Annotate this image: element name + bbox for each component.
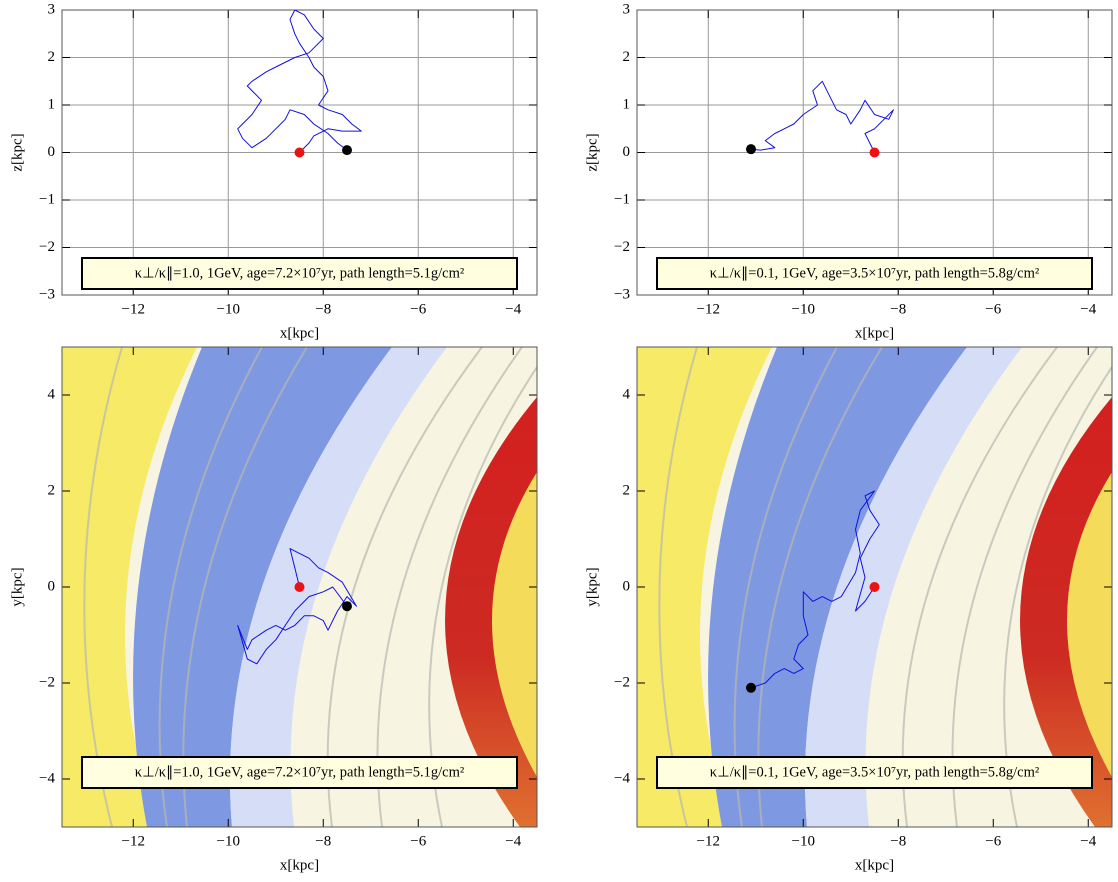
y-tick-label: 2 [623, 49, 631, 65]
annotation-text: κ⊥/κ∥=0.1, 1GeV, age=3.5×10⁷yr, path len… [710, 764, 1040, 780]
annotation-box [81, 257, 518, 290]
x-tick-label: −12 [697, 301, 720, 317]
y-tick-label: −2 [614, 239, 630, 255]
plot-frame [61, 9, 538, 296]
x-axis-label: x[kpc] [855, 857, 894, 873]
position-marker [746, 682, 756, 693]
y-tick-label: −3 [39, 286, 55, 302]
panel: −12 −10 −8 −6 −4 −4 −2 0 2 4 x[kpc] y[kpc] κ⊥/κ∥=1.0… [9, 346, 538, 873]
trajectory [237, 10, 362, 153]
annotation-text: κ⊥/κ∥=0.1, 1GeV, age=3.5×10⁷yr, path len… [710, 265, 1040, 281]
x-tick-label: −6 [985, 833, 1001, 849]
plot-frame [636, 9, 1113, 296]
x-tick-label: −4 [505, 301, 521, 317]
x-tick-label: −10 [217, 301, 240, 317]
position-marker [342, 601, 352, 612]
x-axis-label: x[kpc] [280, 857, 319, 873]
y-tick-label: −3 [614, 286, 630, 302]
y-tick-label: 0 [48, 144, 56, 160]
y-tick-label: 2 [48, 49, 56, 65]
x-tick-label: −4 [1080, 301, 1096, 317]
y-tick-label: 2 [48, 482, 56, 498]
y-tick-label: −2 [39, 239, 55, 255]
panel: −12 −10 −8 −6 −4 −4 −2 0 2 4 x[kpc] y[kpc] κ⊥/κ∥=0.1… [584, 346, 1113, 873]
y-tick-label: 0 [48, 578, 56, 594]
y-tick-label: −2 [39, 674, 55, 690]
y-tick-label: 1 [48, 96, 56, 112]
y-tick-label: 4 [623, 386, 631, 402]
x-tick-label: −12 [697, 833, 720, 849]
position-marker [869, 582, 880, 592]
y-tick-label: 3 [48, 1, 56, 17]
annotation-box [656, 257, 1093, 290]
position-marker [746, 144, 756, 155]
x-tick-label: −12 [122, 833, 145, 849]
x-tick-label: −6 [410, 301, 426, 317]
y-tick-label: −1 [39, 191, 55, 207]
x-tick-label: −4 [505, 833, 521, 849]
x-tick-label: −6 [410, 833, 426, 849]
y-tick-label: 3 [623, 1, 631, 17]
x-tick-label: −8 [315, 301, 331, 317]
annotation-box [81, 756, 518, 789]
position-marker [294, 582, 305, 592]
x-tick-label: −6 [985, 301, 1001, 317]
x-axis-label: x[kpc] [855, 325, 894, 341]
x-tick-label: −8 [890, 301, 906, 317]
trajectory [237, 548, 357, 665]
trajectory [750, 490, 880, 689]
x-tick-label: −8 [890, 833, 906, 849]
position-marker [294, 147, 305, 158]
plot-frame [636, 346, 1113, 828]
plot-frame [61, 346, 538, 828]
y-tick-label: 2 [623, 482, 631, 498]
panel: −12 −10 −8 −6 −4−3−2−10123x[kpc]z[kpc]κ⊥/κ∥=… [584, 1, 1113, 341]
x-tick-label: −8 [315, 833, 331, 849]
y-tick-label: 1 [623, 96, 631, 112]
panel: −12 −10 −8 −6 −4−3−2−10123x[kpc]z[kpc]κ⊥/κ∥=… [9, 1, 538, 341]
annotation-text: κ⊥/κ∥=1.0, 1GeV, age=7.2×10⁷yr, path len… [135, 764, 465, 780]
x-tick-label: −10 [792, 301, 815, 317]
y-tick-label: 0 [623, 578, 631, 594]
y-tick-label: 0 [623, 144, 631, 160]
y-tick-label: −4 [614, 770, 630, 786]
trajectory [750, 80, 894, 153]
y-tick-label: −2 [614, 674, 630, 690]
annotation-box [656, 756, 1093, 789]
x-axis-label: x[kpc] [280, 325, 319, 341]
y-axis-label: y[kpc] [9, 567, 25, 606]
position-marker [869, 147, 880, 158]
x-tick-label: −10 [217, 833, 240, 849]
y-tick-label: −1 [614, 191, 630, 207]
x-tick-label: −12 [122, 301, 145, 317]
position-marker [342, 145, 352, 156]
y-tick-label: −4 [39, 770, 55, 786]
annotation-text: κ⊥/κ∥=1.0, 1GeV, age=7.2×10⁷yr, path len… [135, 265, 465, 281]
x-tick-label: −4 [1080, 833, 1096, 849]
y-axis-label: y[kpc] [584, 567, 600, 606]
y-axis-label: z[kpc] [9, 133, 25, 171]
x-tick-label: −10 [792, 833, 815, 849]
y-axis-label: z[kpc] [584, 133, 600, 171]
y-tick-label: 4 [48, 386, 56, 402]
